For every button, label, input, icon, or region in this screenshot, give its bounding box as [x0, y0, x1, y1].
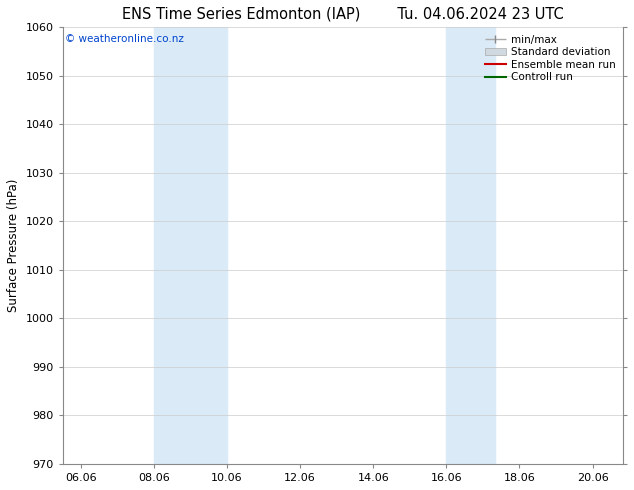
Y-axis label: Surface Pressure (hPa): Surface Pressure (hPa) [7, 179, 20, 312]
Title: ENS Time Series Edmonton (IAP)        Tu. 04.06.2024 23 UTC: ENS Time Series Edmonton (IAP) Tu. 04.06… [122, 7, 564, 22]
Bar [154, 27, 227, 464]
Bar [446, 27, 495, 464]
Text: © weatheronline.co.nz: © weatheronline.co.nz [65, 34, 184, 44]
Legend: min/max, Standard deviation, Ensemble mean run, Controll run: min/max, Standard deviation, Ensemble me… [482, 32, 618, 84]
